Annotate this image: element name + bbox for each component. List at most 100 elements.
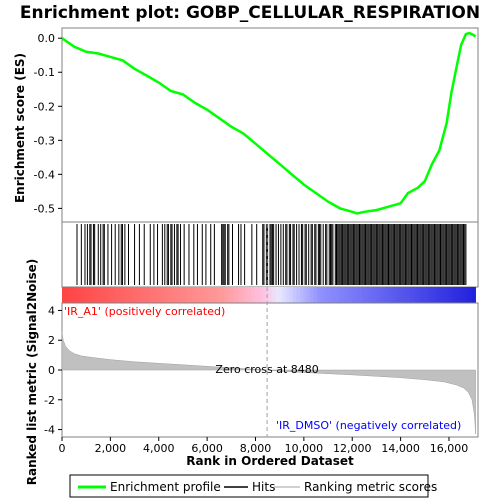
colorbar-segment xyxy=(137,287,142,303)
colorbar-segment xyxy=(323,287,328,303)
colorbar-segment xyxy=(275,287,280,303)
colorbar-segment xyxy=(413,287,418,303)
colorbar-segment xyxy=(175,287,180,303)
metric-y-tick-label: -4 xyxy=(44,424,55,437)
metric-x-tick-label: 10,000 xyxy=(285,442,324,455)
metric-y-ticks: 4 2 0 -2 -4 xyxy=(44,304,62,437)
colorbar-segment xyxy=(368,287,373,303)
metric-x-tick-label: 4,000 xyxy=(143,442,175,455)
colorbar-segment xyxy=(155,287,159,303)
colorbar-segment xyxy=(448,287,452,303)
colorbar-segment xyxy=(303,287,308,303)
colorbar-segment xyxy=(251,287,256,303)
colorbar-segment xyxy=(79,287,84,303)
colorbar-segment xyxy=(365,287,370,303)
es-panel-frame xyxy=(61,27,479,223)
ranking-colorbar xyxy=(62,287,476,303)
colorbar-segment xyxy=(472,287,476,303)
colorbar-segment xyxy=(454,287,459,303)
metric-x-tick-label: 14,000 xyxy=(381,442,420,455)
colorbar-segment xyxy=(279,287,283,303)
colorbar-segment xyxy=(351,287,356,303)
es-y-axis-title: Enrichment score (ES) xyxy=(13,53,27,203)
metric-y-tick-label: -2 xyxy=(44,394,55,407)
colorbar-segment xyxy=(89,287,94,303)
colorbar-segment xyxy=(458,287,463,303)
colorbar-segment xyxy=(372,287,377,303)
colorbar-segment xyxy=(382,287,387,303)
colorbar-segment xyxy=(234,287,239,303)
colorbar-segment xyxy=(68,287,73,303)
metric-x-tick-label: 16,000 xyxy=(430,442,469,455)
colorbar-segment xyxy=(248,287,252,303)
metric-y-tick-label: 0 xyxy=(48,364,55,377)
colorbar-segment xyxy=(189,287,194,303)
legend-hits-label: Hits xyxy=(252,480,275,494)
colorbar-segment xyxy=(286,287,290,303)
positive-correlation-label: 'IR_A1' (positively correlated) xyxy=(64,305,225,318)
zero-cross-label: Zero cross at 8480 xyxy=(215,363,318,376)
hits-group xyxy=(76,224,467,285)
colorbar-segment xyxy=(392,287,397,303)
colorbar-segment xyxy=(117,287,121,303)
colorbar-segment xyxy=(172,287,177,303)
colorbar-segment xyxy=(451,287,456,303)
colorbar-segment xyxy=(96,287,101,303)
colorbar-segment xyxy=(282,287,287,303)
colorbar-segment xyxy=(106,287,111,303)
legend-box xyxy=(69,474,429,498)
colorbar-segment xyxy=(385,287,390,303)
colorbar-segment xyxy=(465,287,470,303)
colorbar-segment xyxy=(206,287,211,303)
colorbar-segment xyxy=(161,287,166,303)
colorbar-segment xyxy=(410,287,414,303)
colorbar-segment xyxy=(72,287,77,303)
es-y-ticks: 0.0 -0.1 -0.2 -0.3 -0.4 -0.5 xyxy=(34,32,62,215)
colorbar-segment xyxy=(461,287,466,303)
metric-y-tick-label: 4 xyxy=(48,304,55,317)
colorbar-segment xyxy=(434,287,439,303)
colorbar-segment xyxy=(437,287,442,303)
colorbar-segment xyxy=(427,287,432,303)
colorbar-segment xyxy=(210,287,215,303)
colorbar-segment xyxy=(127,287,132,303)
es-y-tick-label: -0.4 xyxy=(34,168,55,181)
colorbar-segment xyxy=(120,287,125,303)
colorbar-segment xyxy=(320,287,325,303)
colorbar-segment xyxy=(310,287,314,303)
colorbar-segment xyxy=(220,287,225,303)
colorbar-segment xyxy=(341,287,346,303)
metric-x-ticks: 0 2,000 4,000 6,000 8,000 10,000 12,000 14,000 1… xyxy=(59,437,469,455)
colorbar-segment xyxy=(389,287,394,303)
colorbar-segment xyxy=(103,287,108,303)
es-y-tick-label: -0.1 xyxy=(34,66,55,79)
colorbar-segment xyxy=(93,287,97,303)
colorbar-segment xyxy=(354,287,359,303)
colorbar-segment xyxy=(65,287,70,303)
colorbar-segment xyxy=(182,287,187,303)
metric-x-tick-label: 2,000 xyxy=(95,442,127,455)
legend-metric-label: Ranking metric scores xyxy=(304,480,437,494)
colorbar-segment xyxy=(403,287,408,303)
legend-enrichment-label: Enrichment profile xyxy=(110,480,221,494)
colorbar-segment xyxy=(375,287,380,303)
colorbar-segment xyxy=(75,287,80,303)
colorbar-segment xyxy=(223,287,228,303)
colorbar-segment xyxy=(241,287,246,303)
colorbar-segment xyxy=(396,287,401,303)
es-y-tick-label: 0.0 xyxy=(38,32,56,45)
colorbar-segment xyxy=(406,287,411,303)
metric-x-tick-label: 12,000 xyxy=(333,442,372,455)
colorbar-segment xyxy=(168,287,173,303)
colorbar-segment xyxy=(337,287,342,303)
colorbar-segment xyxy=(165,287,170,303)
colorbar-segment xyxy=(379,287,383,303)
metric-x-tick-label: 0 xyxy=(59,442,66,455)
colorbar-segment xyxy=(141,287,146,303)
colorbar-segment xyxy=(441,287,445,303)
colorbar-segment xyxy=(99,287,104,303)
colorbar-segment xyxy=(268,287,273,303)
colorbar-segment xyxy=(192,287,197,303)
colorbar-segment xyxy=(130,287,135,303)
